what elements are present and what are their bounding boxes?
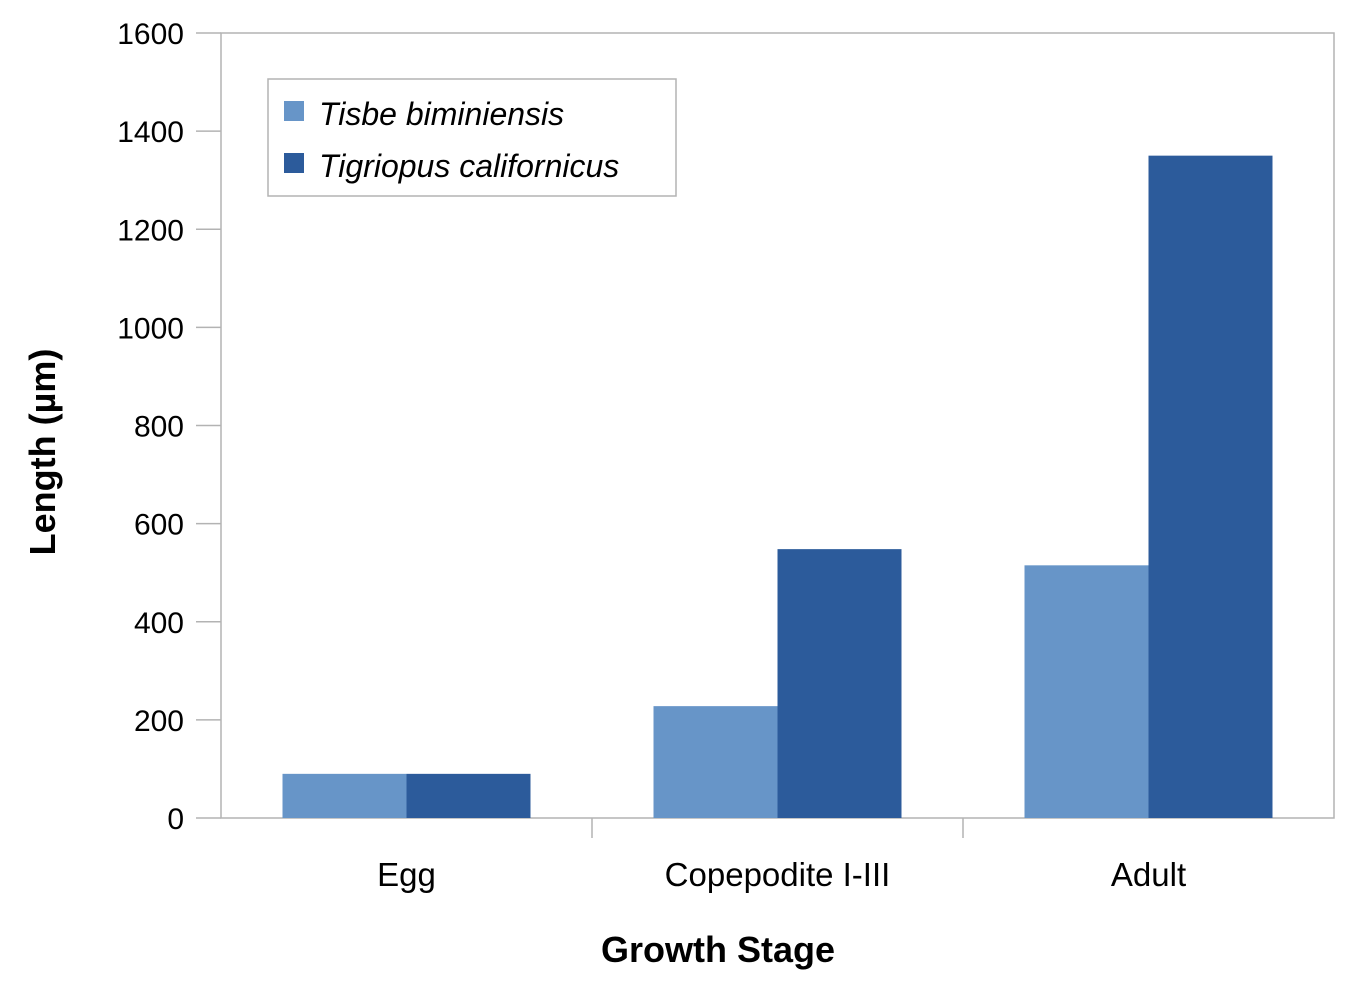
y-tick-label: 400 (134, 607, 184, 640)
y-tick-label: 600 (134, 509, 184, 542)
bar-tisbe (1024, 565, 1149, 818)
bars (282, 155, 1273, 818)
bar-tisbe (282, 773, 407, 818)
legend-label-tisbe: Tisbe biminiensis (319, 96, 564, 132)
y-axis-title: Length (µm) (22, 349, 63, 556)
y-tick-label: 1400 (117, 116, 184, 149)
bar-tisbe (653, 706, 778, 818)
y-tick-label: 1600 (117, 18, 184, 51)
legend-label-tigriopus: Tigriopus californicus (319, 148, 619, 184)
x-axis-title: Growth Stage (601, 929, 835, 970)
bar-tigriopus (1148, 155, 1273, 818)
x-category-label: Copepodite I-III (665, 856, 891, 893)
y-tick-label: 200 (134, 705, 184, 738)
legend: Tisbe biminiensis Tigriopus californicus (267, 78, 677, 197)
y-tick-label: 0 (167, 803, 184, 836)
y-tick-label: 1000 (117, 312, 184, 345)
y-axis: 0 200 400 600 800 1000 1200 1400 1600 (117, 18, 221, 836)
legend-swatch-tigriopus (284, 153, 304, 173)
x-axis: Egg Copepodite I-III Adult (377, 818, 1186, 893)
bar-tigriopus (406, 773, 531, 818)
x-category-label: Egg (377, 856, 436, 893)
y-tick-label: 800 (134, 411, 184, 444)
legend-frame (267, 78, 677, 197)
x-category-label: Adult (1111, 856, 1186, 893)
y-tick-label: 1200 (117, 214, 184, 247)
bar-tigriopus (777, 549, 902, 818)
legend-swatch-tisbe (284, 101, 304, 121)
